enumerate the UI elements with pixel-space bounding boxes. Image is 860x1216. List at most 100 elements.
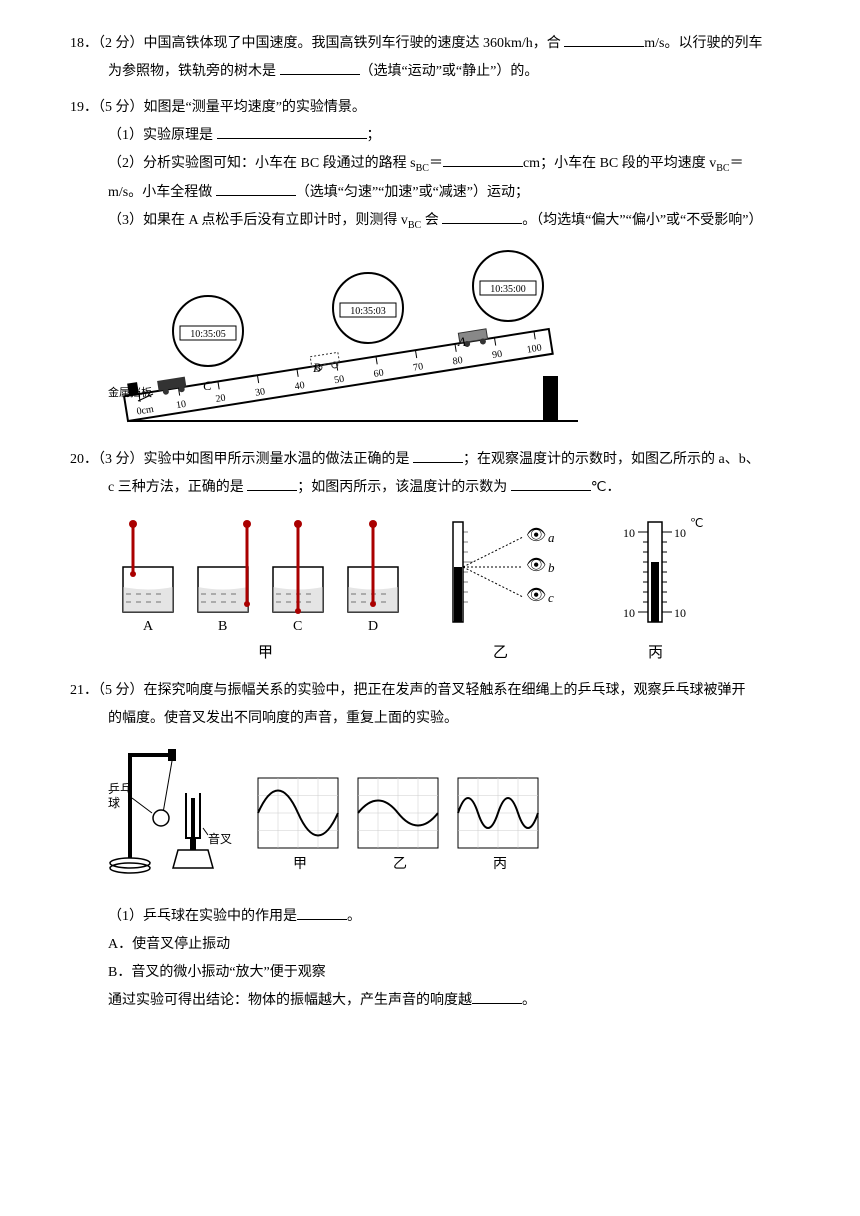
q21-number: 21． [70,683,98,698]
q20-points: （3 分） [98,452,144,467]
q19-p2-blank1[interactable] [443,150,523,167]
q19-text-a: 如图是“测量平均速度”的实验情景。 [144,100,366,115]
q19-points: （5 分） [98,100,144,115]
beaker-d: D [348,520,398,634]
q18-text-d: （选填“运动”或“静止”）的。 [360,64,539,79]
q21-p1-a: （1）乒乓球在实验中的作用是 [108,909,297,924]
question-21: 21．（5 分）在探究响度与振幅关系的实验中，把正在发声的音叉轻触系在细绳上的乒… [70,677,790,1015]
q21-concl-blank[interactable] [472,987,522,1004]
metal-label: 金属挡板 [108,385,152,399]
q20-text-e: ℃． [591,480,621,495]
q19-p2-sub1: BC [416,163,429,174]
ruler-tick-80: 80 [452,355,464,367]
label-bing: 丙 [648,645,663,661]
clock-c-time: 10:35:05 [190,329,226,340]
q20-text-b: ；在观察温度计的示数时，如图乙所示的 a、b、 [463,452,760,467]
q20-blank-2[interactable] [247,474,297,491]
q19-p2-c: cm；小车在 BC 段的平均速度 v [523,156,716,171]
q20-text-c: c 三种方法，正确的是 [108,480,247,495]
q19-part3: （3）如果在 A 点松手后没有立即计时，则测得 vBC 会 。（均选填“偏大”“… [70,207,790,236]
q19-figure: 0cm 10 20 30 40 50 60 70 80 90 100 [70,246,790,436]
ruler-tick-50: 50 [333,373,345,385]
q21-line2: 的幅度。使音叉发出不同响度的声音，重复上面的实验。 [70,705,790,733]
fork-label: 音叉 [208,831,232,846]
q20-blank-3[interactable] [511,474,591,491]
question-19: 19．（5 分）如图是“测量平均速度”的实验情景。 （1）实验原理是 ； （2）… [70,94,790,436]
ball-label1: 乒乓 [108,782,132,796]
therm-top-r: 10 [674,526,686,540]
label-yi: 乙 [493,645,508,661]
q19-p1-a: （1）实验原理是 [108,128,217,143]
therm-bot-r: 10 [674,606,686,620]
ruler-tick-60: 60 [373,367,385,379]
ruler-tick-10: 10 [175,398,187,410]
ball-label2: 球 [108,796,120,810]
tuning-fork [173,793,213,868]
ruler-tick-70: 70 [412,361,424,373]
q21-part1: （1）乒乓球在实验中的作用是 。 [70,903,790,931]
q18-blank-2[interactable] [280,58,360,75]
tuning-fork-diagram: 乒乓 球 音叉 甲 乙 [108,743,578,893]
q19-p2-sub2: BC [716,163,729,174]
therm-c: ℃ [690,516,703,530]
therm-bot-l: 10 [623,606,635,620]
wave-jia: 甲 [258,778,338,872]
therm-top-l: 10 [623,526,635,540]
q19-p1-b: ； [367,128,381,143]
label-c: C [203,378,212,393]
q19-p3-b: 会 [421,213,442,228]
q19-p2-blank2[interactable] [216,179,296,196]
q20-text-d: ；如图丙所示，该温度计的示数为 [297,480,511,495]
ruler-tick-100: 100 [526,342,543,355]
thermometer-diagram: A B C [108,512,748,667]
beaker-a-label: A [143,619,154,634]
q19-p2-d: ＝ [730,156,744,171]
q21-p1-b: 。 [347,909,361,924]
wave-yi: 乙 [358,778,438,872]
svg-text:👁: 👁 [526,557,546,574]
q19-number: 19． [70,100,98,115]
q19-part2: （2）分析实验图可知：小车在 BC 段通过的路程 sBC＝cm；小车在 BC 段… [70,150,790,179]
q19-p1-blank[interactable] [217,122,367,139]
label-a: A [457,334,466,349]
q19-part1: （1）实验原理是 ； [70,122,790,150]
pingpong-ball [153,810,169,826]
svg-text:👁: 👁 [526,527,546,544]
ruler-tick-20: 20 [215,392,227,404]
q21-concl-a: 通过实验可得出结论：物体的振幅越大，产生声音的响度越 [108,993,472,1008]
eye-a: a [548,530,555,545]
q19-part2b: m/s。小车全程做 （选填“匀速”“加速”或“减速”）运动； [70,179,790,207]
question-20: 20．（3 分）实验中如图甲所示测量水温的做法正确的是 ；在观察温度计的示数时，… [70,446,790,667]
q19-p3-blank[interactable] [442,207,522,224]
ruler-tick-90: 90 [491,348,503,360]
q19-p3-sub1: BC [408,220,421,231]
q18-blank-1[interactable] [564,30,644,47]
svg-text:👁: 👁 [526,587,546,604]
q18-number: 18． [70,36,98,51]
q19-p3-c: 。（均选填“偏大”“偏小”或“不受影响”） [522,213,762,228]
q21-p1-blank[interactable] [297,903,347,920]
ramp-diagram: 0cm 10 20 30 40 50 60 70 80 90 100 [108,246,608,436]
clock-b-time: 10:35:03 [350,306,386,317]
q21-conclusion: 通过实验可得出结论：物体的振幅越大，产生声音的响度越。 [70,987,790,1015]
beaker-b-label: B [218,619,227,634]
wave-jia-label: 甲 [293,857,307,872]
q20-blank-1[interactable] [413,446,463,463]
q19-p2-f: （选填“匀速”“加速”或“减速”）运动； [296,185,529,200]
q20-figure: A B C [70,512,790,667]
beaker-b: B [198,520,251,634]
clock-b: 10:35:03 [333,273,403,343]
q20-line2: c 三种方法，正确的是 ；如图丙所示，该温度计的示数为 ℃． [70,474,790,502]
beaker-d-label: D [368,619,378,634]
label-jia: 甲 [258,645,273,661]
clock-a: 10:35:00 [473,251,543,321]
q21-text-a: 在探究响度与振幅关系的实验中，把正在发声的音叉轻触系在细绳上的乒乓球，观察乒乓球… [144,683,746,698]
q20-number: 20． [70,452,98,467]
label-b: B [313,360,321,375]
q20-text-a: 实验中如图甲所示测量水温的做法正确的是 [144,452,414,467]
q21-optA: A．使音叉停止振动 [108,937,230,952]
q19-p2-b: ＝ [429,156,443,171]
beaker-a: A [123,520,173,634]
wave-yi-label: 乙 [393,856,407,872]
q21-option-a: A．使音叉停止振动 [70,931,790,959]
